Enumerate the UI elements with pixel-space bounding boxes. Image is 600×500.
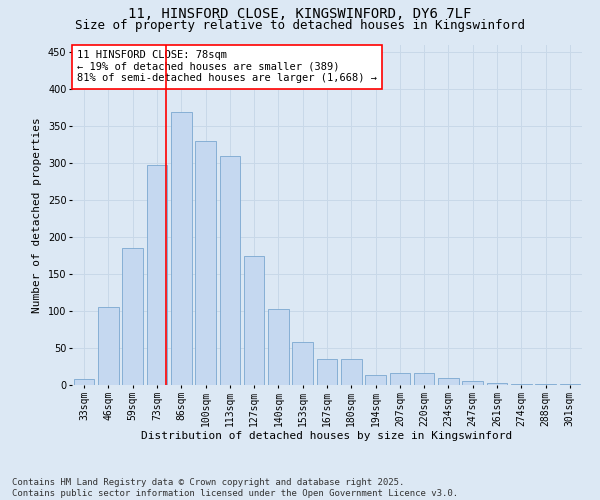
Bar [414,373,434,385]
Text: Contains HM Land Registry data © Crown copyright and database right 2025.
Contai: Contains HM Land Registry data © Crown c… [12,478,458,498]
Bar [292,342,313,385]
Bar [268,309,289,385]
Bar [365,376,386,385]
Text: Size of property relative to detached houses in Kingswinford: Size of property relative to detached ho… [75,18,525,32]
Bar [220,156,240,385]
Bar [317,359,337,385]
Bar [195,141,216,385]
Bar [438,378,459,385]
X-axis label: Distribution of detached houses by size in Kingswinford: Distribution of detached houses by size … [142,432,512,442]
Bar [487,383,508,385]
Bar [341,359,362,385]
Text: 11, HINSFORD CLOSE, KINGSWINFORD, DY6 7LF: 11, HINSFORD CLOSE, KINGSWINFORD, DY6 7L… [128,8,472,22]
Bar [463,382,483,385]
Bar [74,379,94,385]
Bar [535,384,556,385]
Bar [244,256,265,385]
Bar [511,384,532,385]
Bar [171,112,191,385]
Bar [560,384,580,385]
Bar [389,373,410,385]
Bar [146,166,167,385]
Text: 11 HINSFORD CLOSE: 78sqm
← 19% of detached houses are smaller (389)
81% of semi-: 11 HINSFORD CLOSE: 78sqm ← 19% of detach… [77,50,377,84]
Bar [98,308,119,385]
Bar [122,248,143,385]
Y-axis label: Number of detached properties: Number of detached properties [32,117,42,313]
